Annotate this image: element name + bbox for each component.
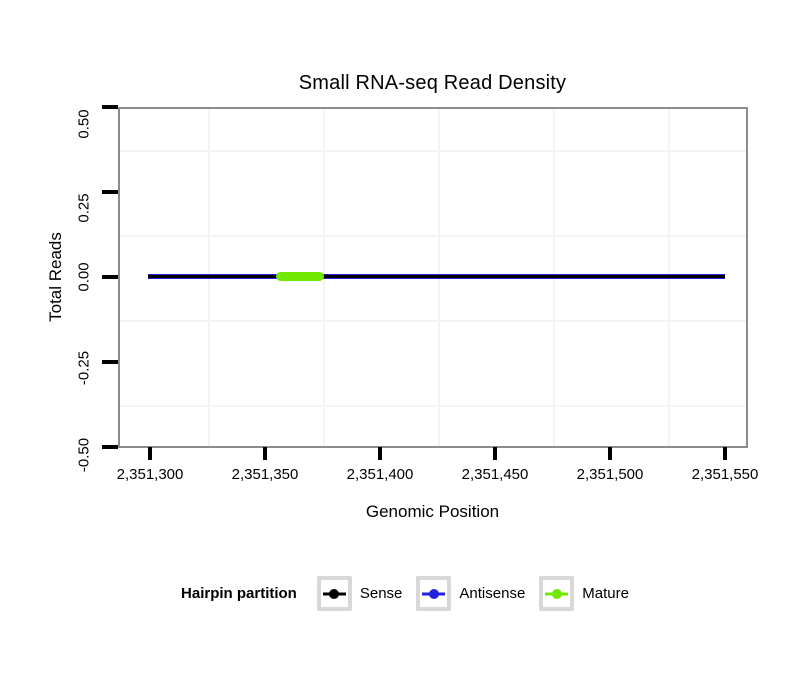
y-tick-label: 0.50 (75, 109, 93, 139)
legend-item-mature: Mature (539, 576, 629, 611)
antisense-key-icon (416, 576, 452, 611)
legend-item-antisense: Antisense (416, 576, 525, 611)
sense-coverage-line (148, 275, 725, 278)
y-tick-label: -0.50 (75, 437, 93, 473)
y-tick-label: 0.00 (75, 262, 93, 292)
chart-title: Small RNA-seq Read Density (298, 72, 567, 94)
x-axis-tick (723, 447, 727, 460)
x-tick-label: 2,351,450 (461, 466, 529, 483)
mature-key-icon (539, 576, 575, 611)
y-tick-label: 0.25 (75, 193, 93, 223)
mature-mirna-segment (276, 272, 324, 281)
sense-key-icon (316, 576, 352, 611)
minor-gridline-horizontal (120, 235, 746, 237)
y-tick-label: -0.25 (75, 350, 93, 386)
x-axis-tick (148, 447, 152, 460)
x-tick-label: 2,351,350 (231, 466, 299, 483)
legend-label-mature: Mature (582, 585, 629, 602)
y-axis-tick (102, 360, 118, 364)
y-axis-tick (102, 275, 118, 279)
x-tick-label: 2,351,500 (576, 466, 644, 483)
x-axis-tick (608, 447, 612, 460)
legend: Hairpin partition Sense Antisense Mature (0, 576, 810, 611)
x-axis-tick (493, 447, 497, 460)
x-tick-label: 2,351,300 (116, 466, 184, 483)
plot-panel (118, 107, 748, 448)
x-axis-title: Genomic Position (365, 502, 500, 521)
y-axis-tick (102, 190, 118, 194)
x-axis-tick (263, 447, 267, 460)
x-tick-label: 2,351,400 (346, 466, 414, 483)
key-dot (428, 588, 439, 599)
legend-item-sense: Sense (316, 576, 403, 611)
x-tick-label: 2,351,550 (691, 466, 759, 483)
minor-gridline-horizontal (120, 405, 746, 407)
x-axis-tick (378, 447, 382, 460)
legend-label-antisense: Antisense (459, 585, 526, 602)
y-axis-tick (102, 445, 118, 449)
minor-gridline-horizontal (120, 150, 746, 152)
key-dot (551, 588, 562, 599)
y-axis-title: Total Reads (46, 232, 65, 322)
legend-label-sense: Sense (359, 585, 403, 602)
key-dot (329, 588, 340, 599)
y-axis-tick (102, 105, 118, 109)
legend-title: Hairpin partition (181, 585, 297, 602)
minor-gridline-horizontal (120, 320, 746, 322)
